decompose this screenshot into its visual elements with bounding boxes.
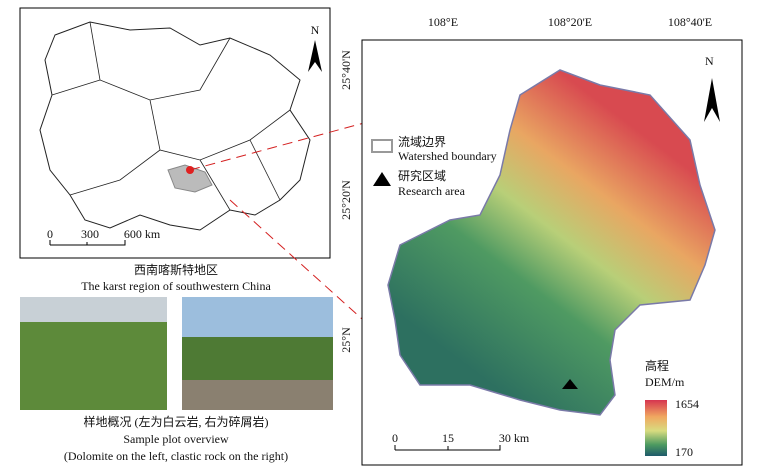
lat-label: 25°40'N: [339, 50, 353, 90]
photo-sky: [20, 297, 167, 322]
inset-scale-bar: [49, 240, 126, 246]
inset-caption-zh: 西南喀斯特地区: [134, 262, 218, 277]
inset-north-arrow: [308, 40, 322, 72]
scale-label: 15: [442, 431, 454, 445]
research-area-marker: [562, 379, 578, 389]
legend-label: 流域边界: [398, 135, 446, 149]
dem-colorbar: [645, 400, 667, 456]
scale-bar: [394, 445, 501, 451]
legend-boundary-icon: [371, 139, 393, 153]
inset-scale-label: 300: [81, 227, 99, 241]
photo-caption-detail: (Dolomite on the left, clastic rock on t…: [64, 449, 288, 463]
dem-unit: DEM/m: [645, 375, 685, 389]
north-label: N: [705, 54, 714, 68]
legend-label: Watershed boundary: [398, 149, 497, 163]
watershed: [387, 69, 716, 416]
scale-label: 30 km: [499, 431, 530, 445]
lon-label: 108°20'E: [548, 15, 592, 29]
dem-title: 高程: [645, 358, 669, 373]
lat-label: 25°N: [339, 327, 353, 353]
scale-label: 0: [392, 431, 398, 445]
legend-triangle: [373, 172, 391, 186]
region-outline: [39, 21, 311, 231]
dem-min: 170: [675, 445, 693, 459]
inset-north: N: [311, 23, 320, 37]
lon-label: 108°E: [428, 15, 458, 29]
lat-label: 25°20'N: [339, 180, 353, 220]
photo-caption-en: Sample plot overview: [123, 432, 229, 446]
photo-caption-zh: 样地概况 (左为白云岩, 右为碎屑岩): [84, 414, 269, 429]
province-lines: [51, 21, 291, 211]
photo-sky: [182, 297, 333, 337]
inset-caption-en: The karst region of southwestern China: [81, 279, 271, 293]
inset-scale-label: 0: [47, 227, 53, 241]
legend-label: Research area: [398, 184, 466, 198]
photo-ground: [182, 380, 333, 410]
lon-label: 108°40'E: [668, 15, 712, 29]
inset-scale-label: 600 km: [124, 227, 161, 241]
legend-label: 研究区域: [398, 168, 446, 183]
dem-max: 1654: [675, 397, 699, 411]
karst-area: [167, 164, 213, 193]
north-arrow: [704, 78, 720, 122]
